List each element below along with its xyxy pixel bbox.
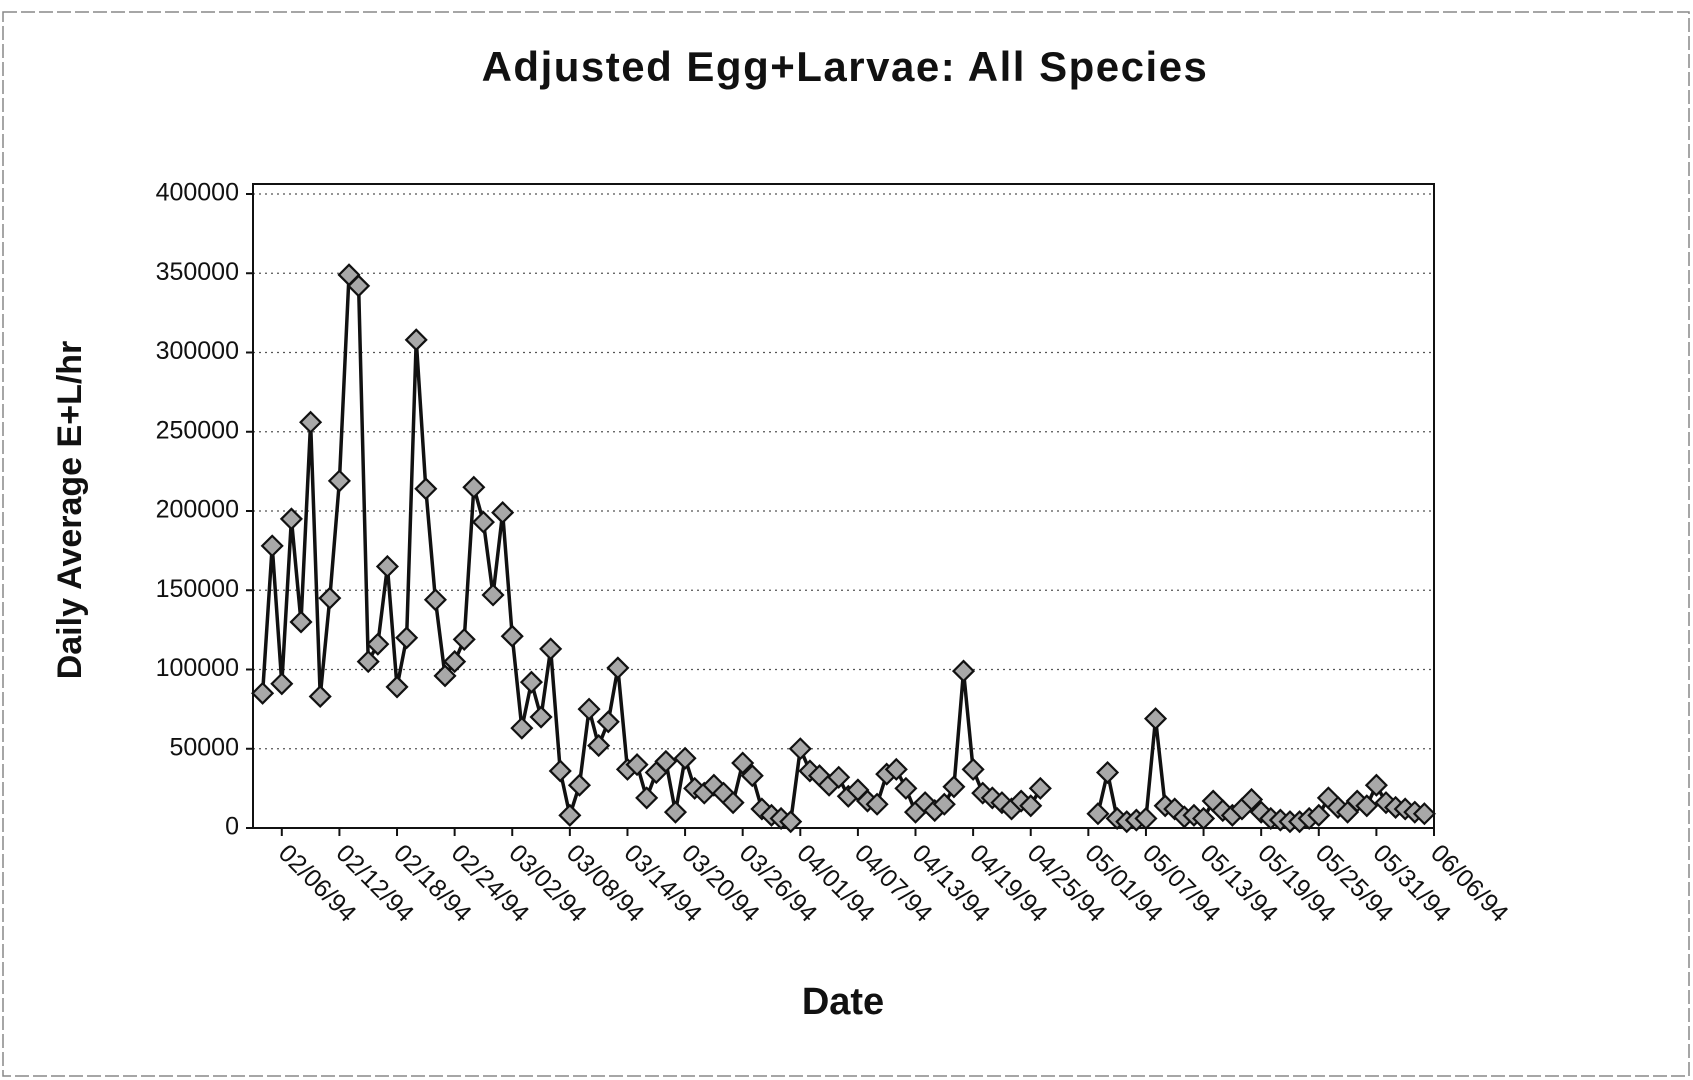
y-tick-label: 350000 bbox=[156, 258, 239, 286]
data-point bbox=[327, 469, 351, 493]
data-point bbox=[404, 328, 428, 352]
y-axis-label: Daily Average E+L/hr bbox=[51, 341, 89, 680]
data-point bbox=[567, 773, 592, 797]
y-tick-label: 400000 bbox=[156, 179, 239, 207]
page-frame bbox=[2, 11, 1690, 1077]
data-point bbox=[529, 705, 553, 729]
data-point bbox=[366, 632, 390, 656]
data-point bbox=[471, 510, 495, 534]
data-point bbox=[577, 697, 601, 721]
data-point bbox=[961, 757, 985, 781]
data-point bbox=[318, 586, 342, 610]
data-point bbox=[395, 626, 419, 650]
chart-title: Adjusted Egg+Larvae: All Species bbox=[482, 43, 1209, 90]
data-point bbox=[721, 791, 745, 815]
data-point bbox=[932, 792, 956, 816]
data-point bbox=[865, 792, 889, 816]
series-line bbox=[260, 273, 1042, 824]
data-point bbox=[942, 775, 966, 799]
data-point bbox=[740, 764, 764, 788]
data-point bbox=[308, 684, 332, 709]
data-point bbox=[356, 650, 380, 674]
data-point bbox=[519, 670, 544, 694]
data-point bbox=[625, 753, 649, 777]
data-point bbox=[779, 810, 803, 834]
data-point bbox=[1364, 773, 1388, 797]
plot-frame bbox=[252, 183, 1435, 829]
data-point bbox=[510, 716, 534, 740]
data-point bbox=[951, 659, 976, 683]
data-point bbox=[1192, 806, 1216, 831]
data-point bbox=[654, 749, 678, 773]
data-point bbox=[990, 791, 1014, 815]
data-point bbox=[251, 681, 275, 705]
data-point bbox=[635, 786, 659, 810]
data-point bbox=[587, 734, 611, 758]
y-tick-label: 50000 bbox=[169, 733, 239, 761]
y-tick-label: 0 bbox=[225, 813, 239, 841]
data-point bbox=[1095, 760, 1120, 785]
data-point bbox=[375, 554, 399, 579]
data-point bbox=[673, 746, 697, 770]
y-tick-label: 250000 bbox=[156, 416, 239, 444]
data-point bbox=[1134, 806, 1158, 831]
data-point bbox=[1028, 776, 1052, 800]
data-point bbox=[548, 759, 572, 783]
data-point bbox=[433, 664, 457, 688]
data-point bbox=[1163, 797, 1187, 821]
data-point bbox=[884, 757, 908, 781]
data-point bbox=[1019, 794, 1043, 818]
data-point bbox=[385, 675, 409, 699]
data-point bbox=[1240, 787, 1264, 812]
y-tick-label: 150000 bbox=[156, 575, 239, 603]
data-point bbox=[1143, 707, 1168, 731]
data-point bbox=[260, 534, 284, 558]
y-tick-label: 200000 bbox=[156, 496, 239, 524]
data-point bbox=[279, 507, 303, 531]
data-point bbox=[1412, 802, 1436, 826]
data-point bbox=[452, 627, 476, 651]
y-tick-label: 300000 bbox=[156, 337, 239, 365]
y-tick-label: 100000 bbox=[156, 654, 239, 682]
data-point bbox=[481, 583, 505, 607]
data-point bbox=[491, 501, 515, 525]
data-point bbox=[347, 274, 371, 298]
data-point bbox=[731, 751, 755, 775]
data-point bbox=[500, 624, 524, 648]
data-point bbox=[827, 765, 851, 789]
data-point bbox=[913, 791, 937, 815]
data-point bbox=[558, 803, 582, 827]
data-point bbox=[270, 672, 294, 696]
x-axis-label: Date bbox=[802, 981, 884, 1023]
data-point bbox=[423, 588, 447, 612]
data-point bbox=[539, 637, 563, 661]
data-point bbox=[1355, 794, 1379, 818]
data-point bbox=[414, 477, 438, 501]
data-point bbox=[894, 776, 918, 800]
data-point bbox=[443, 650, 467, 674]
data-point bbox=[606, 656, 630, 680]
data-point bbox=[788, 737, 812, 761]
data-point bbox=[1086, 802, 1110, 826]
data-point bbox=[663, 800, 688, 824]
data-point bbox=[289, 610, 313, 634]
data-point bbox=[299, 410, 323, 434]
data-point bbox=[596, 710, 620, 734]
data-point bbox=[1307, 803, 1331, 827]
data-point bbox=[462, 475, 486, 499]
